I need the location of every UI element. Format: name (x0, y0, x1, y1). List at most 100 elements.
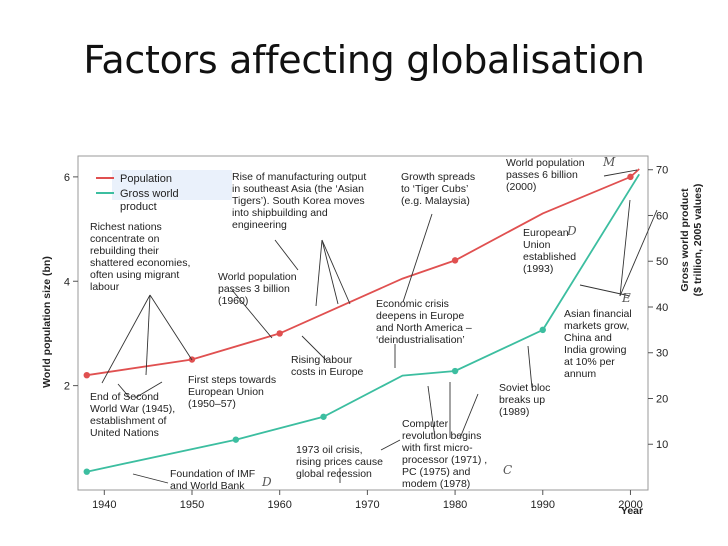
annotation-asian-markets-line-1: Asian financial (564, 308, 632, 320)
leader-line-15 (117, 383, 131, 399)
series-layer (83, 168, 640, 475)
x-tick-label-1980: 1980 (443, 499, 467, 511)
x-tick-label-1960: 1960 (267, 499, 291, 511)
annotation-imf-world-bank-line-1: Foundation of IMF (170, 468, 255, 480)
annotation-population-3-billion-line-1: World population (218, 271, 297, 283)
annotation-asian-markets-line-6: annum (564, 368, 596, 380)
legend-label-population: Population (120, 173, 172, 185)
y-right-tick-label-60: 60 (656, 210, 668, 222)
annotation-population-6-billion-line-1: World population (506, 157, 585, 169)
annotation-rising-labour-costs-line-1: Rising labour (291, 354, 353, 366)
leader-line-10 (579, 284, 631, 297)
annotation-european-union-line-2: Union (523, 239, 551, 251)
annotation-first-steps-eu-line-2: European Union (188, 386, 264, 398)
scan-shading (112, 170, 232, 200)
annotation-richest-nations-line-6: labour (90, 281, 120, 293)
annotation-soviet-bloc-line-3: (1989) (499, 406, 529, 418)
annotation-rise-of-manufacturing-line-2: in southeast Asia (the ‘Asian (232, 183, 364, 195)
x-tick-label-2000: 2000 (618, 499, 642, 511)
y-left-tick-label-2: 2 (64, 381, 70, 393)
annotation-computer-revolution-line-4: processor (1971) , (402, 454, 487, 466)
leader-line-16 (134, 381, 163, 399)
y-left-tick-label-6: 6 (64, 172, 70, 184)
leader-line-14 (301, 335, 327, 361)
chart-svg: 1940 1950 1960 1970 1980 1990 2000 2 4 6 10 20 30 40 5… (41, 155, 704, 517)
annotation-richest-nations-line-2: concentrate on (90, 233, 160, 245)
x-tick-label-1970: 1970 (355, 499, 379, 511)
handmark-c: C (503, 463, 512, 477)
annotation-oil-crisis-line-2: rising prices cause (296, 456, 383, 468)
chart-container: 1940 1950 1960 1970 1980 1990 2000 2 4 6 10 20 30 40 5… (40, 150, 712, 520)
data-point-gwp-1955 (232, 436, 240, 443)
handmark-m: M (602, 155, 616, 169)
annotation-oil-crisis: 1973 oil crisis,rising prices causegloba… (296, 444, 383, 480)
y-right-tick-label-20: 20 (656, 393, 668, 405)
handmark-d-bottom: D (261, 475, 272, 489)
y-axis-right-title: Gross world product ($ trillion, 2005 va… (679, 184, 704, 297)
leader-line-9 (603, 169, 638, 177)
data-point-population-1980 (451, 257, 459, 264)
leader-line-4 (274, 239, 299, 271)
leader-line-7 (321, 239, 351, 305)
leader-line-12 (619, 209, 658, 297)
y-right-tick-label-40: 40 (656, 302, 668, 314)
annotation-asian-markets-line-4: India growing (564, 344, 627, 356)
handmark-e: E (621, 291, 631, 305)
annotation-end-of-ww2-line-4: United Nations (90, 427, 159, 439)
y-left-tick-label-4: 4 (64, 276, 70, 288)
leader-line-3 (149, 294, 193, 361)
y-right-tick-label-30: 30 (656, 348, 668, 360)
annotation-economic-crisis-line-4: ‘deindustrialisation’ (376, 334, 465, 346)
annotation-first-steps-eu-line-1: First steps towards (188, 374, 276, 386)
leader-line-23 (132, 473, 169, 484)
series-line-population (86, 168, 640, 377)
annotation-rising-labour-costs-line-2: costs in Europe (291, 366, 364, 378)
data-point-gwp-1965 (320, 413, 327, 420)
annotation-rise-of-manufacturing-line-5: engineering (232, 219, 287, 231)
annotation-computer-revolution-line-2: revolution begins (402, 430, 481, 442)
annotation-population-3-billion-line-2: passes 3 billion (218, 283, 290, 295)
leader-line-19 (427, 385, 436, 439)
annotation-economic-crisis-line-1: Economic crisis (376, 298, 449, 310)
leader-line-2 (145, 294, 151, 376)
data-point-gwp-1990 (539, 326, 546, 334)
annotation-european-union-line-4: (1993) (523, 263, 553, 275)
leader-lines (101, 169, 658, 484)
annotation-economic-crisis-line-2: deepens in Europe (376, 310, 464, 322)
leader-line-8 (402, 213, 433, 303)
annotation-population-3-billion-line-3: (1960) (218, 295, 248, 307)
y-axis-right-title-line1: Gross world product (679, 188, 691, 292)
leader-line-1 (101, 294, 151, 384)
leader-line-5 (315, 239, 323, 307)
annotation-richest-nations-line-1: Richest nations (90, 221, 162, 233)
x-tick-label-1940: 1940 (92, 499, 116, 511)
annotation-rise-of-manufacturing-line-1: Rise of manufacturing output (232, 171, 366, 183)
x-tick-label-1950: 1950 (180, 499, 204, 511)
annotation-growth-spreads-line-1: Growth spreads (401, 171, 475, 183)
slide-title: Factors affecting globalisation (83, 38, 645, 82)
plot-area-border (77, 155, 649, 491)
annotation-richest-nations-line-3: rebuilding their (90, 245, 159, 257)
x-tick-label-1990: 1990 (531, 499, 555, 511)
series-line-gross-world-product (86, 173, 640, 473)
annotation-oil-crisis-line-3: global recession (296, 468, 372, 480)
handmark-d-top: D (566, 224, 577, 238)
leader-line-6 (321, 239, 339, 305)
annotation-population-6-billion-line-2: passes 6 billion (506, 169, 578, 181)
data-point-population-1938 (83, 371, 90, 379)
y-axis-left-title: World population size (bn) (41, 256, 53, 388)
leader-line-11 (619, 199, 631, 297)
annotation-soviet-bloc-line-2: breaks up (499, 394, 545, 406)
annotation-growth-spreads-line-2: to ‘Tiger Cubs’ (401, 183, 468, 195)
